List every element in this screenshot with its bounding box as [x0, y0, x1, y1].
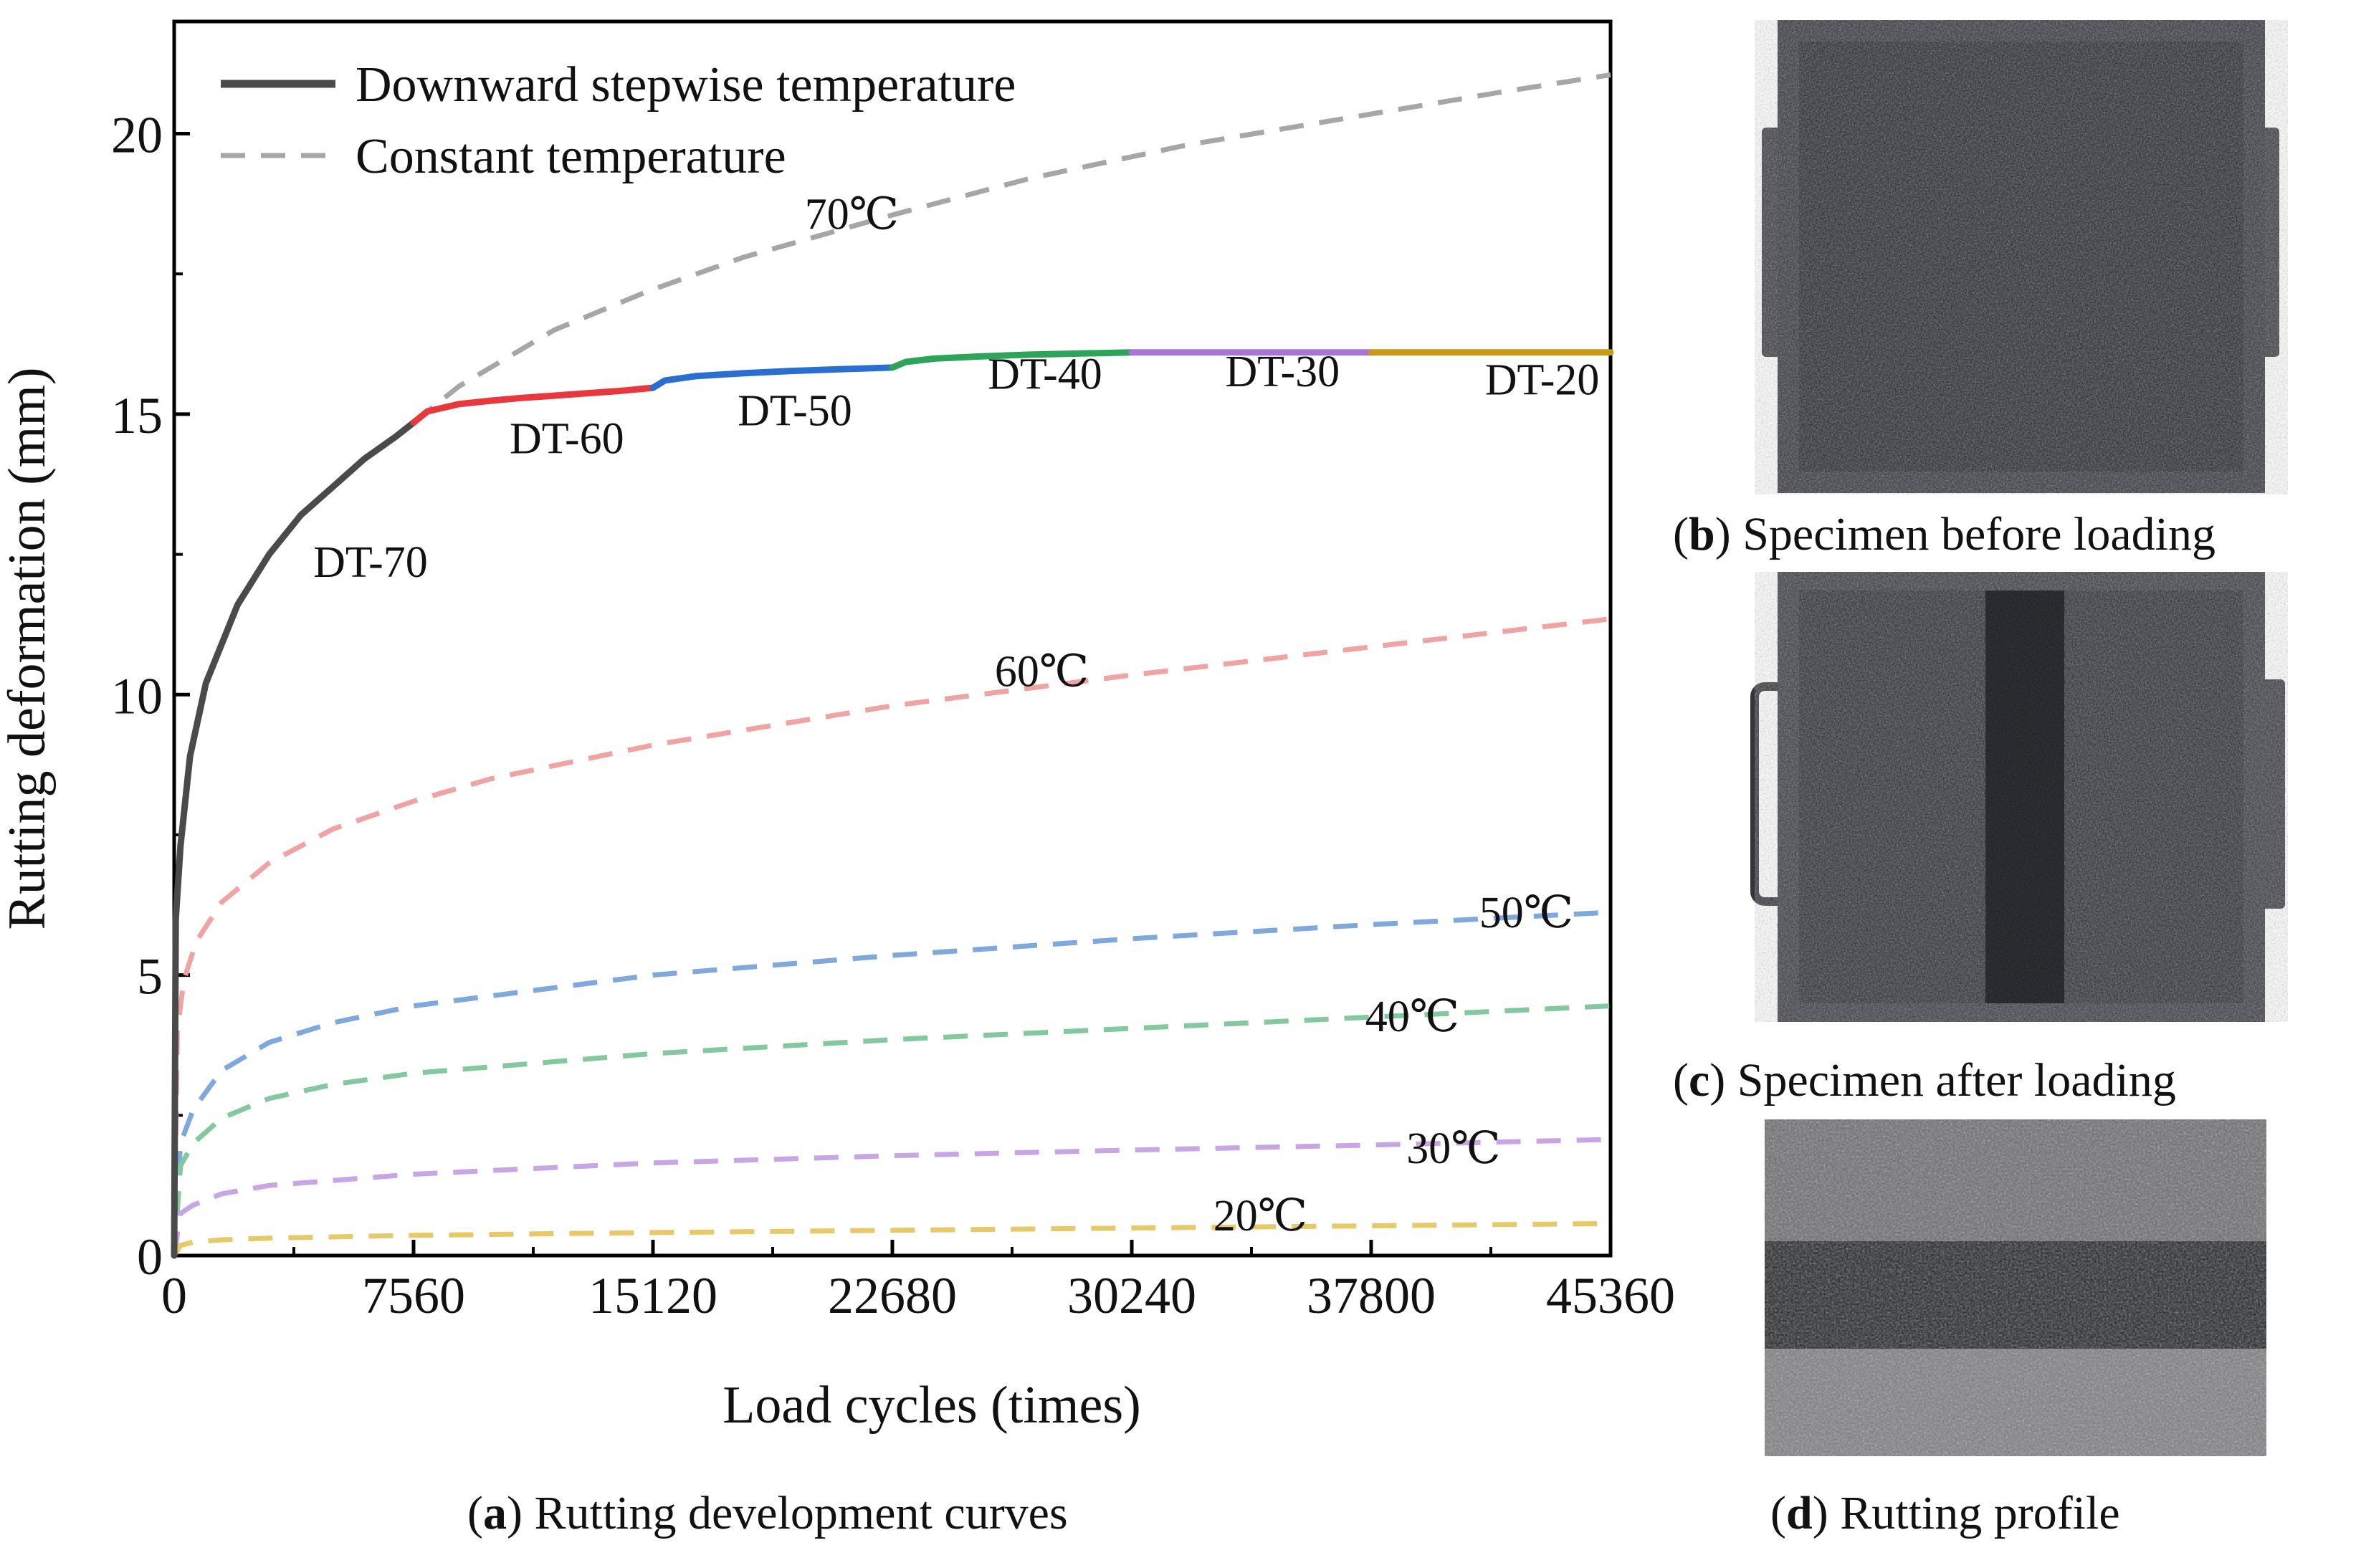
chart-legend: Downward stepwise temperature Constant te… [221, 57, 1016, 184]
constant-series-20c [172, 1220, 1611, 1257]
annotation-30c: 30℃ [1406, 1124, 1500, 1173]
annotation-dt-70: DT-70 [313, 538, 428, 587]
legend-label: Downward stepwise temperature [356, 57, 1016, 113]
rutting-chart: 0 7560 15120 22680 30240 37800 45360 0 5 10 15 20 DT… [0, 19, 1675, 1435]
x-tick-label: 37800 [1307, 1267, 1436, 1324]
x-tick-label: 22680 [828, 1267, 957, 1324]
segment-dt-40 [889, 349, 1135, 371]
rutting-profile-photo [1765, 1119, 2266, 1456]
segment-dt-70 [171, 419, 417, 1259]
annotation-70c: 70℃ [805, 191, 899, 239]
caption-a: (a) Rutting development curves [467, 1487, 1068, 1539]
annotation-dt-30: DT-30 [1225, 348, 1340, 396]
specimen-after-photo [1749, 572, 2292, 1022]
caption-c: (c) Specimen after loading [1673, 1054, 2176, 1106]
y-tick-label: 5 [137, 948, 163, 1005]
y-tick-label: 20 [111, 107, 163, 164]
constant-series-50c [171, 909, 1611, 1256]
caption-d: (d) Rutting profile [1770, 1487, 2120, 1539]
y-tick-label: 10 [111, 667, 163, 725]
constant-series-40c [171, 1003, 1611, 1256]
y-tick-label: 0 [137, 1228, 163, 1286]
x-axis-label: Load cycles (times) [722, 1376, 1141, 1435]
annotation-dt-40: DT-40 [988, 350, 1102, 399]
annotation-50c: 50℃ [1479, 889, 1573, 937]
constant-series-30c [171, 1137, 1611, 1256]
annotation-dt-50: DT-50 [738, 387, 852, 436]
segment-dt-60 [410, 384, 657, 426]
constant-series-70c [411, 72, 1611, 425]
annotation-dt-60: DT-60 [510, 415, 624, 464]
annotation-20c: 20℃ [1213, 1192, 1307, 1240]
annotation-dt-20: DT-20 [1485, 356, 1600, 405]
x-tick-label: 15120 [588, 1267, 717, 1324]
x-tick-label: 7560 [362, 1267, 465, 1324]
x-tick-label: 0 [161, 1267, 187, 1324]
plot-layer: 0 7560 15120 22680 30240 37800 45360 0 5 10 15 20 DT… [111, 19, 1675, 1324]
annotation-60c: 60℃ [995, 648, 1089, 697]
x-tick-label: 45360 [1546, 1267, 1675, 1324]
segment-dt-50 [649, 364, 896, 391]
caption-b: (b) Specimen before loading [1673, 508, 2215, 560]
y-tick-label: 15 [111, 387, 163, 444]
y-axis-label: Rutting deformation (mm) [0, 367, 57, 929]
specimen-before-photo [1749, 20, 2292, 494]
annotation-40c: 40℃ [1365, 993, 1459, 1041]
x-tick-label: 30240 [1067, 1267, 1196, 1324]
constant-series-60c [171, 616, 1611, 1256]
legend-label: Constant temperature [356, 129, 786, 184]
